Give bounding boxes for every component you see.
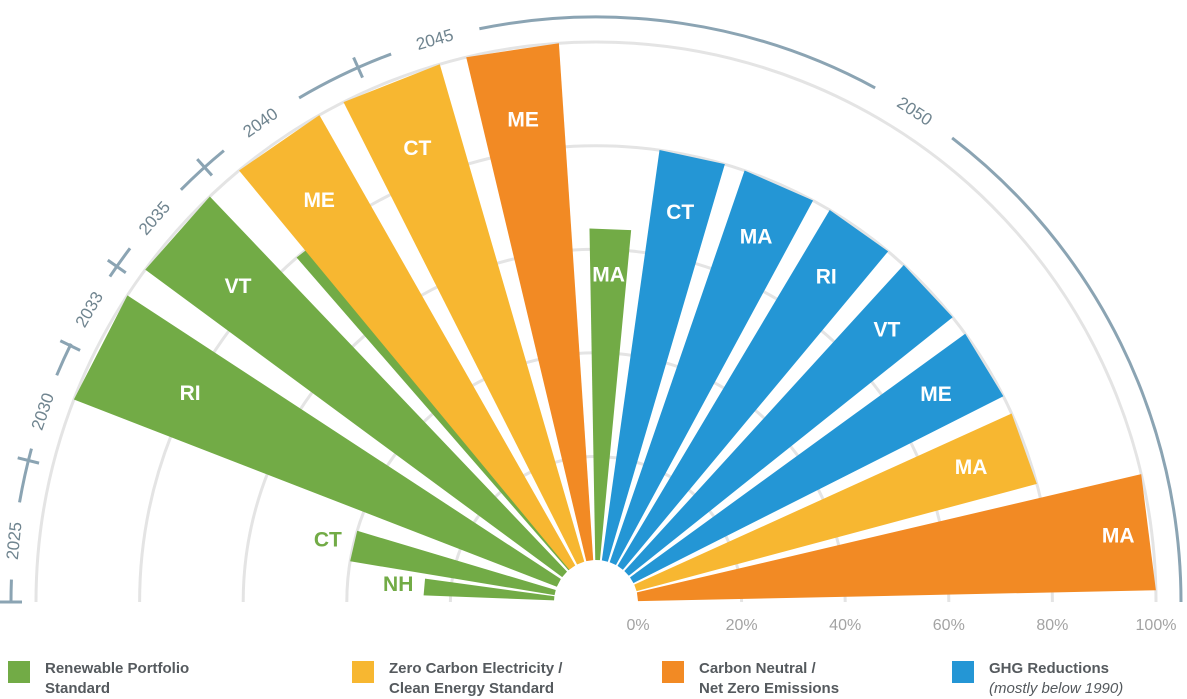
bar-label-me: ME xyxy=(303,189,335,212)
bars: NH CT RI VT ME CT ME MA CT MA RI VT ME MA MA xyxy=(73,43,1156,602)
bar-ct-ghg xyxy=(601,150,725,562)
bar-vt-ghg xyxy=(624,264,953,576)
radial-bar-chart: 2025 2030 2033 2035 2040 2045 2050 NH CT RI VT ME C… xyxy=(0,15,1183,634)
bar-label-ma: MA xyxy=(592,264,625,287)
bar-ma-cn xyxy=(636,474,1156,602)
legend-label-line2: Clean Energy Standard xyxy=(389,680,555,697)
timeline-arc-segment xyxy=(298,52,392,100)
bar-label-vt: VT xyxy=(225,275,252,298)
bar-ma-zce xyxy=(634,413,1037,592)
timeline-tick-2030 xyxy=(17,456,40,465)
legend-item-renewable-portfolio: Renewable Portfolio Standard xyxy=(8,659,189,699)
timeline-arc-segment xyxy=(55,343,73,376)
bar-vt-rps xyxy=(145,196,568,578)
timeline-label-2050: 2050 xyxy=(894,93,936,130)
timeline-arc-segment xyxy=(479,15,876,90)
bar-ct-rps xyxy=(350,530,556,596)
bar-label-vt: VT xyxy=(873,318,900,341)
timeline-arc-segment xyxy=(179,149,225,191)
radial-tick-labels: 0% 20% 40% 60% 80% 100% xyxy=(626,617,1176,634)
bar-ma-rps xyxy=(589,228,632,561)
tick-label-0: 0% xyxy=(626,617,649,634)
timeline-tick-2035 xyxy=(106,258,127,274)
tick-label-60: 60% xyxy=(933,617,965,634)
legend-label-line2: (mostly below 1990) xyxy=(989,680,1124,697)
legend-swatch-green xyxy=(8,661,30,683)
timeline-tick-2045 xyxy=(352,56,364,79)
tick-label-20: 20% xyxy=(726,617,758,634)
bar-label-me: ME xyxy=(920,383,952,406)
legend-swatch-orange xyxy=(662,661,684,683)
bar-ri-rps xyxy=(73,295,561,587)
legend-label: Renewable Portfolio xyxy=(45,660,190,677)
legend-label: Zero Carbon Electricity / xyxy=(389,660,563,677)
tick-label-80: 80% xyxy=(1036,617,1068,634)
legend-item-ghg-reductions: GHG Reductions (mostly below 1990) xyxy=(952,659,1123,699)
timeline-label-2035: 2035 xyxy=(135,198,174,239)
bar-me-cn xyxy=(466,43,594,562)
bar-label-ri: RI xyxy=(180,382,201,405)
timeline-label-2045: 2045 xyxy=(414,25,456,54)
timeline-tick-2040 xyxy=(196,158,214,177)
bar-label-ma: MA xyxy=(740,226,773,249)
bar-ma-ghg xyxy=(609,170,814,566)
bar-me-ghg xyxy=(629,333,1004,584)
bar-label-ct: CT xyxy=(666,201,694,224)
timeline-label-2033: 2033 xyxy=(72,288,107,330)
timeline-label-2025: 2025 xyxy=(3,521,26,561)
grid-arc-100 xyxy=(34,40,1158,603)
bar-label-ri: RI xyxy=(816,265,837,288)
bar-label-nh: NH xyxy=(383,573,413,596)
bar-label-me: ME xyxy=(507,109,539,132)
bar-ct-zce xyxy=(343,64,585,565)
legend: Renewable Portfolio Standard Zero Carbon… xyxy=(0,659,1187,699)
legend-label-line2: Net Zero Emissions xyxy=(699,680,840,697)
bar-me-zce xyxy=(239,115,576,570)
timeline-label-2040: 2040 xyxy=(240,104,282,141)
timeline-arc-segment xyxy=(18,448,33,503)
bar-ri-ghg xyxy=(617,209,889,570)
bar-label-ct: CT xyxy=(403,137,431,160)
tick-label-100: 100% xyxy=(1136,617,1177,634)
timeline-arc-segment xyxy=(951,136,1183,603)
bar-label-ma: MA xyxy=(1102,525,1135,548)
legend-swatch-yellow xyxy=(352,661,374,683)
bar-label-ma: MA xyxy=(955,456,988,479)
timeline-arc-segment xyxy=(108,247,132,278)
timeline-label-2030: 2030 xyxy=(28,391,58,433)
legend-swatch-blue xyxy=(952,661,974,683)
legend-label: Carbon Neutral / xyxy=(699,660,816,677)
bar-label-ct: CT xyxy=(314,529,342,552)
legend-label: GHG Reductions xyxy=(989,660,1110,677)
tick-label-40: 40% xyxy=(829,617,861,634)
legend-label-line2: Standard xyxy=(45,680,111,697)
legend-item-zero-carbon: Zero Carbon Electricity / Clean Energy S… xyxy=(352,659,562,699)
legend-item-carbon-neutral: Carbon Neutral / Net Zero Emissions xyxy=(662,659,839,699)
bar-nh-rps xyxy=(423,578,555,601)
timeline-tick-2033 xyxy=(59,339,81,352)
